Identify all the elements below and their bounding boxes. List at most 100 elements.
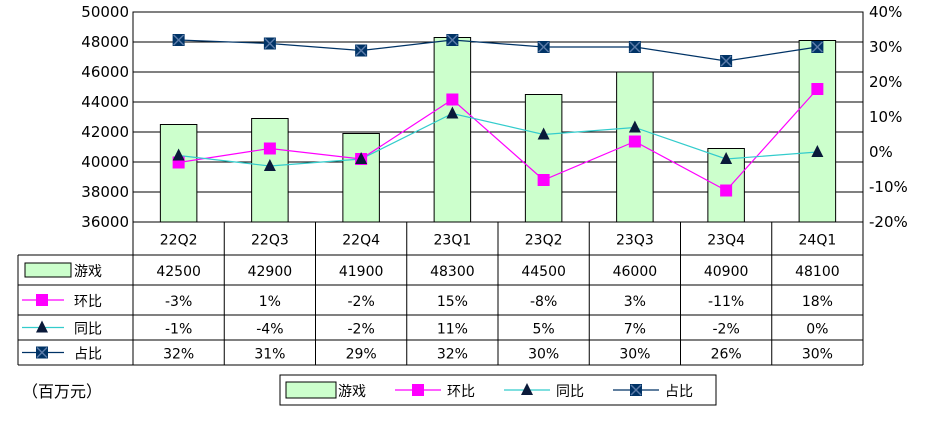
cell-环比-23Q2: -8%	[530, 294, 557, 310]
table-legend-key-环比	[36, 294, 48, 306]
y-right-tick-label: -20%	[869, 213, 908, 231]
legend-label-环比: 环比	[447, 384, 475, 400]
bar-23Q1	[433, 37, 472, 223]
bar-22Q4	[342, 133, 380, 223]
row-label-同比: 同比	[74, 322, 102, 338]
y-left-tick-label: 36000	[81, 213, 129, 231]
row-label-环比: 环比	[74, 294, 102, 310]
y-left-tick-label: 42000	[81, 123, 129, 141]
point-同比-22Q3	[263, 159, 276, 171]
cell-游戏-22Q4: 41900	[339, 264, 384, 280]
cell-环比-23Q1: 15%	[437, 294, 468, 310]
category-label-24Q1: 24Q1	[799, 233, 837, 249]
y-left-tick-label: 38000	[81, 183, 129, 201]
category-label-23Q1: 23Q1	[434, 233, 472, 249]
cell-占比-23Q1: 32%	[437, 347, 468, 363]
cell-同比-23Q2: 5%	[533, 322, 555, 338]
category-label-22Q2: 22Q2	[160, 233, 198, 249]
y-left-tick-label: 50000	[81, 3, 129, 21]
cell-游戏-24Q1: 48100	[795, 264, 840, 280]
point-环比-22Q3	[263, 142, 276, 155]
cell-游戏-22Q2: 42500	[156, 264, 201, 280]
y-left-tick-label: 44000	[81, 93, 129, 111]
cell-占比-22Q3: 31%	[254, 347, 285, 363]
cell-占比-23Q3: 30%	[619, 347, 650, 363]
cell-占比-23Q2: 30%	[528, 347, 559, 363]
cell-占比-22Q2: 32%	[163, 347, 194, 363]
category-label-23Q2: 23Q2	[525, 233, 563, 249]
point-同比-22Q4	[355, 152, 368, 164]
cell-占比-23Q4: 26%	[711, 347, 742, 363]
point-占比-23Q3-x2	[629, 41, 641, 53]
point-占比-23Q2-x2	[538, 41, 550, 53]
point-环比-23Q4	[720, 184, 733, 197]
y-left-tick-label: 46000	[81, 63, 129, 81]
cell-同比-24Q1: 0%	[806, 322, 828, 338]
table-legend-key-占比-x2	[36, 346, 48, 359]
cell-环比-22Q3: 1%	[259, 294, 281, 310]
category-label-23Q3: 23Q3	[616, 233, 654, 249]
cell-环比-24Q1: 18%	[802, 294, 833, 310]
bar-22Q2	[159, 124, 198, 223]
line-环比	[178, 88, 818, 192]
row-label-占比: 占比	[74, 347, 102, 363]
table-legend-key-游戏	[24, 262, 72, 278]
y-right-tick-label: 0%	[869, 143, 893, 161]
legend-key-环比	[412, 384, 424, 396]
table-legend-key-同比	[36, 320, 48, 333]
cell-环比-23Q4: -11%	[708, 294, 744, 310]
point-占比-22Q2-x2	[173, 34, 185, 46]
point-同比-22Q2	[172, 148, 185, 161]
y-right-tick-label: 10%	[869, 108, 902, 126]
point-占比-22Q3-x2	[264, 37, 276, 50]
cell-同比-22Q4: -2%	[347, 322, 374, 338]
cell-同比-22Q3: -4%	[256, 322, 283, 338]
point-同比-23Q1	[446, 106, 459, 119]
y-right-tick-label: 30%	[869, 38, 902, 56]
cell-同比-23Q1: 11%	[437, 322, 468, 338]
point-环比-24Q1	[811, 83, 824, 95]
y-right-tick-label: 40%	[869, 3, 902, 21]
cell-同比-22Q2: -1%	[165, 322, 192, 338]
point-同比-23Q3	[628, 120, 641, 133]
category-label-22Q3: 22Q3	[251, 233, 289, 249]
point-环比-23Q1	[446, 93, 459, 106]
cell-环比-22Q2: -3%	[165, 294, 192, 310]
legend-label-占比: 占比	[665, 384, 693, 400]
bar-23Q2	[524, 94, 563, 223]
legend-label-同比: 同比	[556, 384, 584, 400]
line-同比	[178, 112, 818, 167]
cell-游戏-22Q3: 42900	[248, 264, 293, 280]
legend-label-游戏: 游戏	[338, 384, 366, 400]
y-right-tick-label: -10%	[869, 178, 908, 196]
point-同比-23Q4	[720, 152, 733, 164]
cell-环比-22Q4: -2%	[347, 294, 374, 310]
bar-24Q1	[798, 40, 837, 223]
y-left-tick-label: 48000	[81, 33, 129, 51]
legend-key-游戏	[285, 381, 337, 399]
cell-游戏-23Q1: 48300	[430, 264, 475, 280]
category-label-22Q4: 22Q4	[342, 233, 380, 249]
cell-游戏-23Q4: 40900	[704, 264, 749, 280]
category-label-23Q4: 23Q4	[707, 233, 745, 249]
cell-同比-23Q3: 7%	[624, 322, 646, 338]
unit-label: （百万元）	[22, 382, 103, 401]
cell-同比-23Q4: -2%	[712, 322, 739, 338]
point-同比-24Q1	[811, 145, 824, 157]
row-label-游戏: 游戏	[74, 264, 102, 280]
y-right-tick-label: 20%	[869, 73, 902, 91]
cell-游戏-23Q3: 46000	[613, 264, 658, 280]
cell-游戏-23Q2: 44500	[521, 264, 566, 280]
cell-占比-22Q4: 29%	[346, 347, 377, 363]
point-同比-23Q2	[537, 127, 550, 140]
point-占比-22Q4-x2	[355, 44, 367, 57]
line-占比	[178, 39, 818, 62]
point-占比-23Q1-x2	[446, 34, 458, 46]
point-占比-24Q1-x2	[811, 41, 823, 53]
cell-环比-23Q3: 3%	[624, 294, 646, 310]
legend-key-同比	[521, 383, 533, 395]
point-占比-23Q4-x2	[720, 55, 732, 67]
point-环比-23Q2	[537, 174, 550, 186]
point-环比-23Q3	[628, 135, 641, 148]
